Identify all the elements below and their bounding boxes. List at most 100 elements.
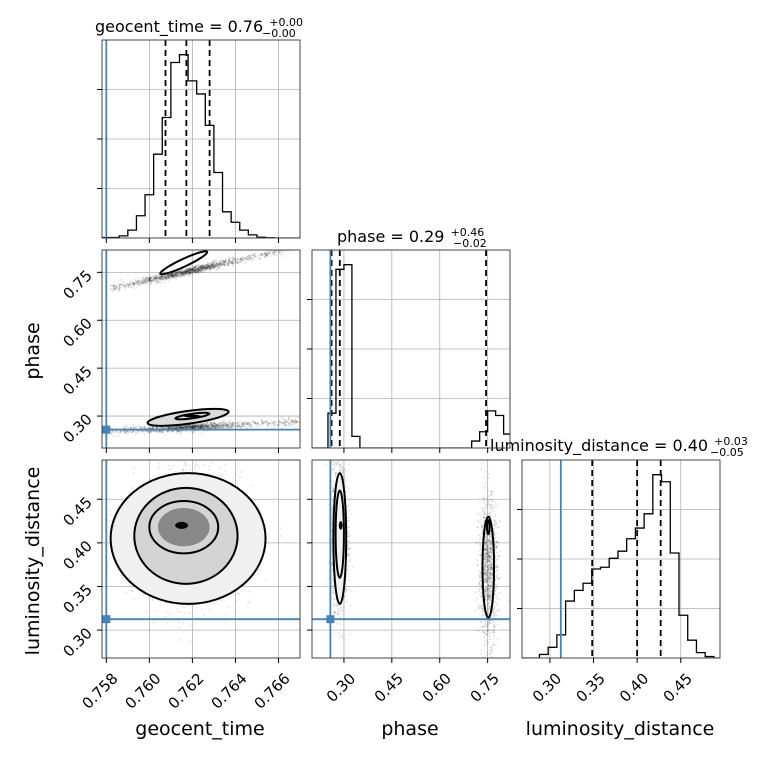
sample-point bbox=[157, 276, 160, 279]
sample-point bbox=[266, 424, 269, 427]
sample-point bbox=[278, 424, 280, 427]
sample-point bbox=[175, 426, 178, 429]
sample-point bbox=[207, 423, 210, 426]
sample-point bbox=[189, 426, 191, 429]
sample-point bbox=[112, 285, 114, 288]
sample-point bbox=[163, 278, 166, 281]
sample-point bbox=[194, 267, 197, 270]
sample-point bbox=[213, 264, 216, 267]
sample-point bbox=[133, 467, 135, 470]
sample-point bbox=[185, 268, 188, 271]
sample-point bbox=[217, 265, 220, 268]
sample-point bbox=[166, 276, 169, 279]
sample-point bbox=[158, 465, 161, 468]
sample-point bbox=[240, 260, 243, 263]
sample-point bbox=[187, 268, 190, 271]
sample-point bbox=[192, 267, 195, 270]
sample-point bbox=[214, 602, 217, 604]
sample-point bbox=[231, 262, 234, 265]
sample-point bbox=[241, 256, 243, 259]
title-luminosity-distance-sub: −0.05 bbox=[710, 446, 744, 459]
sample-point bbox=[253, 421, 256, 423]
sample-point bbox=[192, 269, 195, 271]
sample-point bbox=[206, 424, 208, 427]
sample-point bbox=[206, 267, 209, 270]
sample-point bbox=[177, 271, 179, 273]
sample-point bbox=[167, 426, 170, 429]
sample-point bbox=[264, 252, 267, 255]
sample-point bbox=[228, 256, 231, 259]
sample-point bbox=[111, 430, 114, 432]
sample-point bbox=[253, 420, 256, 423]
sample-point bbox=[185, 269, 188, 271]
sample-point bbox=[244, 262, 247, 265]
sample-point bbox=[196, 267, 199, 270]
sample-point bbox=[185, 426, 188, 429]
sample-point bbox=[200, 426, 203, 429]
sample-point bbox=[183, 269, 186, 272]
sample-point bbox=[183, 621, 185, 624]
sample-point bbox=[171, 273, 174, 276]
sample-point bbox=[179, 272, 182, 275]
sample-point bbox=[243, 422, 246, 424]
sample-point bbox=[174, 273, 177, 276]
sample-point bbox=[204, 266, 207, 269]
sample-point bbox=[159, 275, 162, 277]
sample-point bbox=[184, 268, 187, 271]
sample-point bbox=[221, 263, 224, 266]
sample-point bbox=[228, 259, 231, 261]
sample-point bbox=[162, 431, 164, 434]
sample-point bbox=[220, 424, 222, 426]
sample-point bbox=[124, 285, 127, 288]
sample-point bbox=[211, 424, 214, 427]
sample-point bbox=[201, 269, 204, 271]
sample-point bbox=[278, 420, 281, 423]
sample-point bbox=[202, 265, 205, 268]
sample-point bbox=[142, 593, 144, 596]
sample-point bbox=[145, 278, 148, 281]
sample-point bbox=[198, 426, 201, 429]
sample-point bbox=[180, 271, 182, 274]
sample-point bbox=[145, 611, 148, 614]
sample-point bbox=[200, 268, 202, 271]
sample-point bbox=[258, 423, 261, 426]
sample-point bbox=[181, 272, 184, 275]
sample-point bbox=[130, 426, 132, 429]
sample-point bbox=[231, 422, 234, 425]
sample-point bbox=[174, 274, 177, 277]
sample-point bbox=[202, 266, 205, 269]
sample-point bbox=[204, 267, 207, 270]
sample-point bbox=[154, 278, 156, 281]
sample-point bbox=[196, 271, 199, 273]
sample-point bbox=[179, 271, 182, 274]
sample-point bbox=[261, 420, 263, 423]
sample-point bbox=[192, 271, 195, 274]
sample-point bbox=[185, 271, 187, 274]
sample-point bbox=[239, 258, 242, 261]
sample-point bbox=[236, 422, 239, 425]
sample-point bbox=[224, 260, 226, 262]
sample-point bbox=[208, 268, 211, 271]
sample-point bbox=[252, 420, 255, 423]
sample-point bbox=[114, 435, 117, 438]
sample-point bbox=[167, 273, 170, 276]
sample-point bbox=[184, 270, 187, 273]
sample-point bbox=[175, 273, 178, 276]
sample-point bbox=[179, 430, 182, 433]
sample-point bbox=[179, 270, 182, 273]
sample-point bbox=[186, 427, 189, 429]
sample-point bbox=[168, 274, 170, 277]
sample-point bbox=[272, 251, 275, 254]
sample-point bbox=[236, 424, 239, 427]
sample-point bbox=[177, 274, 180, 277]
sample-point bbox=[193, 267, 196, 270]
sample-point bbox=[201, 267, 204, 270]
sample-point bbox=[158, 451, 160, 453]
sample-point bbox=[266, 420, 268, 423]
sample-point bbox=[227, 261, 230, 264]
sample-point bbox=[159, 277, 162, 280]
sample-point bbox=[218, 424, 221, 427]
sample-point bbox=[109, 510, 112, 513]
sample-point bbox=[184, 271, 186, 273]
sample-point bbox=[169, 612, 171, 614]
